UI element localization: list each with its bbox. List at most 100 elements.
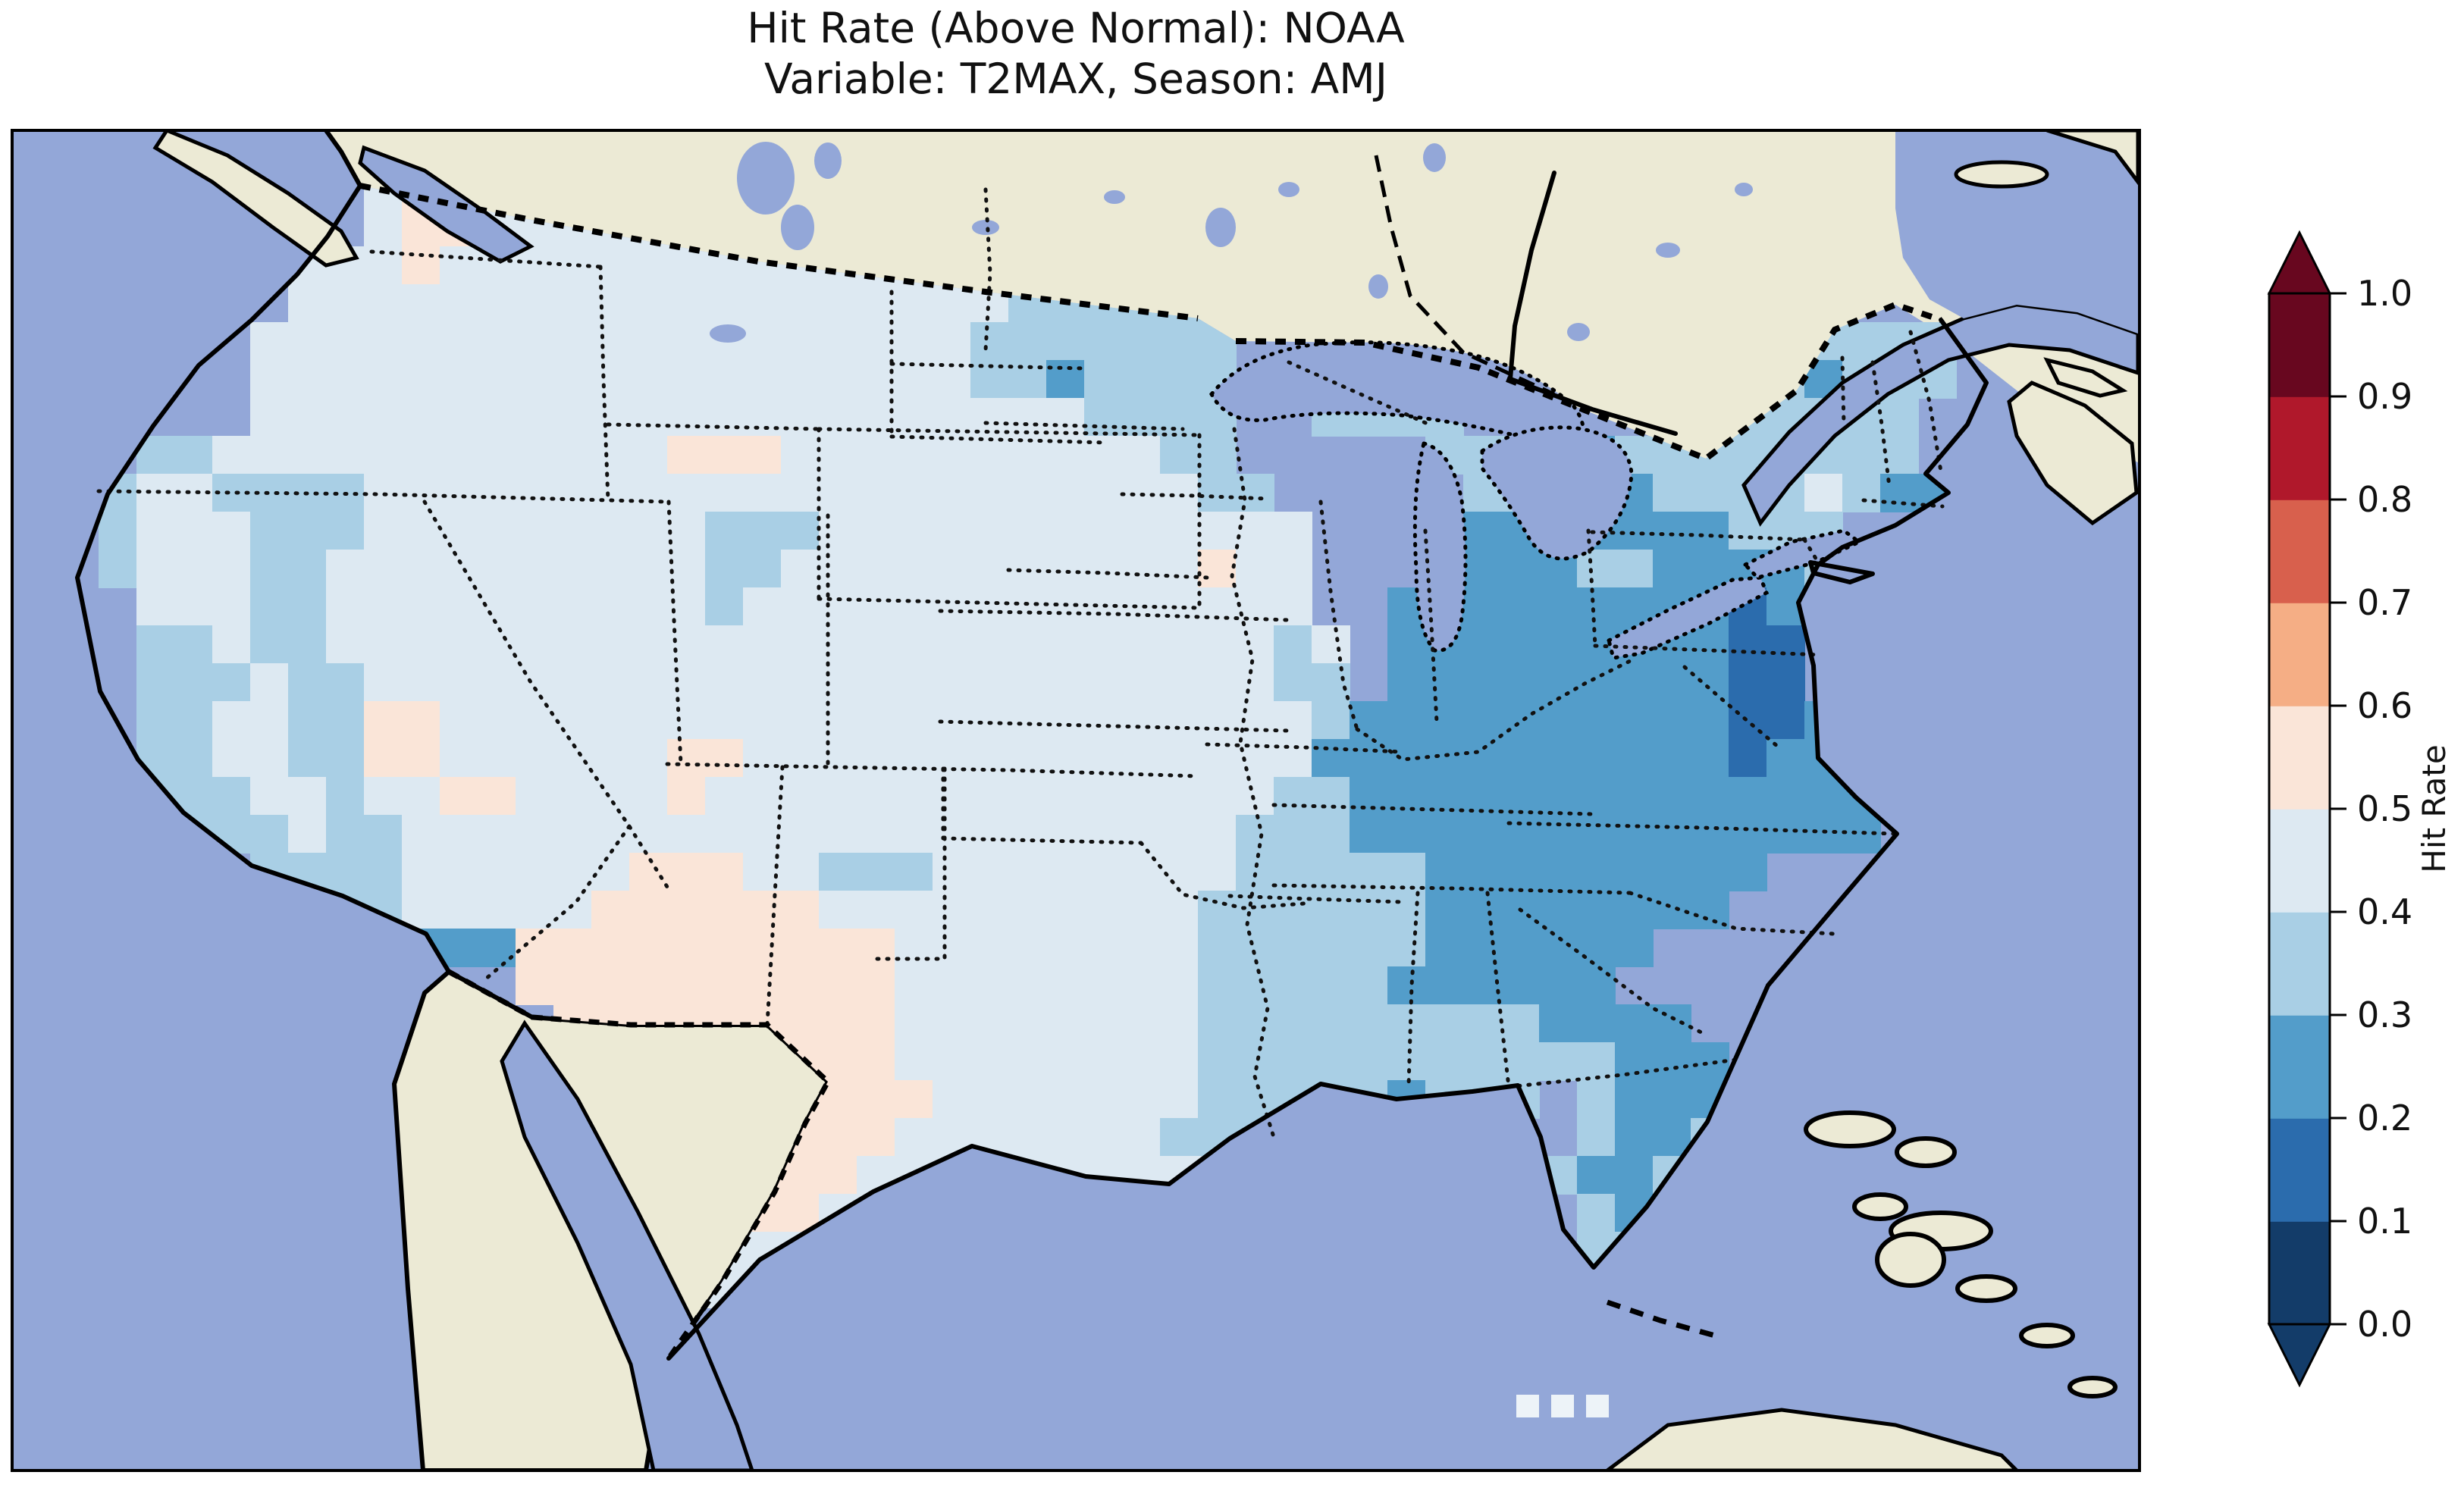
grid-cell xyxy=(136,663,175,702)
grid-cell xyxy=(364,360,403,399)
bc-coastline xyxy=(324,130,362,188)
grid-cell xyxy=(1615,853,1654,891)
grid-cell xyxy=(819,625,857,664)
grid-cell xyxy=(1539,663,1578,702)
grid-cell xyxy=(1387,1004,1426,1043)
grid-cell xyxy=(667,701,706,740)
grid-cell xyxy=(402,284,440,323)
canadian-lake xyxy=(737,142,795,215)
grid-cell xyxy=(667,322,706,361)
grid-cell xyxy=(781,966,820,1005)
grid-cell xyxy=(288,777,327,816)
grid-cell xyxy=(705,853,744,891)
grid-cell xyxy=(1122,777,1161,816)
grid-cell xyxy=(1312,739,1350,778)
canadian-lake xyxy=(781,205,814,250)
grid-cell xyxy=(1350,966,1388,1005)
grid-cell xyxy=(402,739,440,778)
grid-cell xyxy=(1539,815,1578,853)
grid-cell xyxy=(591,587,630,626)
canadian-lake xyxy=(814,143,842,179)
grid-cell xyxy=(1046,815,1085,853)
grid-cell xyxy=(1577,701,1616,740)
bahamas-island xyxy=(1895,1136,1957,1168)
canadian-lake xyxy=(1567,323,1590,341)
grid-cell xyxy=(705,550,744,588)
grid-cell xyxy=(781,815,820,853)
grid-cell xyxy=(1539,739,1578,778)
grid-cell xyxy=(1425,853,1464,891)
grid-cell xyxy=(1463,550,1502,588)
cuba xyxy=(1603,1408,2020,1471)
grid-cell xyxy=(591,966,630,1005)
grid-cell xyxy=(1084,853,1123,891)
grid-cell xyxy=(1842,322,1881,361)
grid-cell xyxy=(402,398,440,437)
grid-cell xyxy=(1046,777,1085,816)
grid-cell xyxy=(1046,512,1085,550)
grid-cell xyxy=(1046,398,1085,437)
grid-cell xyxy=(933,625,971,664)
grid-cell xyxy=(1615,663,1654,702)
grid-cell xyxy=(895,436,933,475)
grid-cell xyxy=(1008,322,1047,361)
grid-cell xyxy=(895,360,933,399)
grid-cell xyxy=(1122,966,1161,1005)
bahamas-island xyxy=(1955,1274,2017,1303)
grid-cell xyxy=(1122,1080,1161,1119)
grid-cell xyxy=(1008,587,1047,626)
grid-cell xyxy=(1387,966,1426,1005)
grid-cell xyxy=(1615,550,1654,588)
florida-keys-cells xyxy=(1516,1395,1609,1417)
grid-cell xyxy=(819,284,857,323)
grid-cell xyxy=(1653,1042,1691,1081)
grid-cell xyxy=(1615,587,1654,626)
grid-cell xyxy=(667,777,706,816)
grid-cell xyxy=(1463,663,1502,702)
grid-cell xyxy=(478,398,516,437)
grid-cell xyxy=(516,436,554,475)
grid-cell xyxy=(1425,1004,1464,1043)
grid-cell xyxy=(857,739,895,778)
grid-cell xyxy=(857,891,895,929)
grid-cell xyxy=(364,663,403,702)
grid-cell xyxy=(970,550,1009,588)
grid-cell xyxy=(1046,360,1085,399)
grid-cell xyxy=(136,587,175,626)
grid-cell xyxy=(1274,550,1312,588)
grid-cell xyxy=(402,777,440,816)
grid-cell xyxy=(857,853,895,891)
grid-cell xyxy=(516,663,554,702)
grid-cell xyxy=(629,550,668,588)
grid-cell xyxy=(1691,777,1729,816)
grid-cell xyxy=(1122,1004,1161,1043)
grid-cell xyxy=(1160,1118,1199,1157)
grid-cell xyxy=(819,1156,857,1195)
grid-cell xyxy=(1691,815,1729,853)
grid-cell xyxy=(743,701,782,740)
grid-cell xyxy=(1729,739,1767,778)
grid-cell xyxy=(250,550,289,588)
grid-cell xyxy=(1387,663,1426,702)
colorbar-segment xyxy=(2269,603,2330,706)
grid-cell xyxy=(250,398,289,437)
grid-cell xyxy=(174,550,213,588)
grid-cell xyxy=(364,587,403,626)
grid-cell xyxy=(857,474,895,512)
grid-cell xyxy=(402,663,440,702)
grid-cell xyxy=(629,891,668,929)
grid-cell xyxy=(819,663,857,702)
canadian-lake xyxy=(1205,208,1236,247)
grid-cell xyxy=(857,815,895,853)
grid-cell xyxy=(819,929,857,967)
grid-cell xyxy=(1008,853,1047,891)
grid-cell xyxy=(402,853,440,891)
grid-cell xyxy=(1046,474,1085,512)
grid-cell xyxy=(1577,966,1616,1005)
grid-cell xyxy=(440,398,478,437)
grid-cell xyxy=(819,891,857,929)
grid-cell xyxy=(970,853,1009,891)
grid-cell xyxy=(326,625,365,664)
grid-cell xyxy=(857,1004,895,1043)
grid-cell xyxy=(553,550,592,588)
